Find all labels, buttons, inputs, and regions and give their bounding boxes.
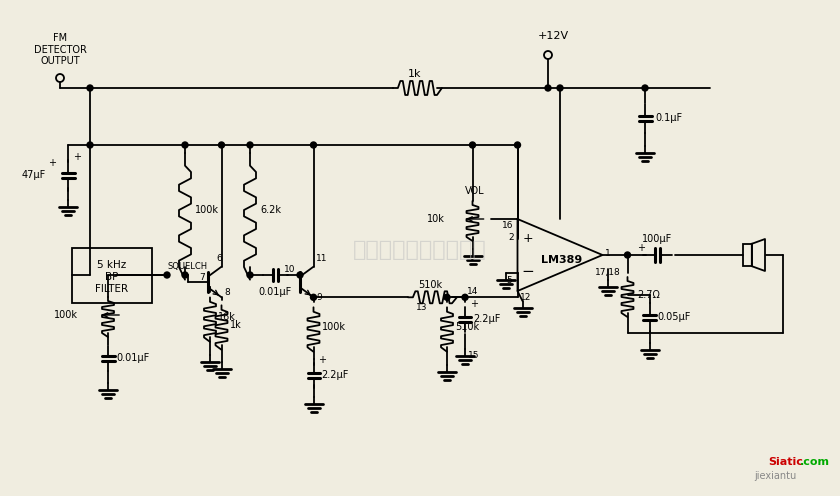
Text: 9: 9 xyxy=(317,293,323,302)
Text: SQUELCH: SQUELCH xyxy=(168,261,208,270)
Text: 16: 16 xyxy=(502,221,513,230)
Text: +12V: +12V xyxy=(538,31,569,41)
Text: 10: 10 xyxy=(284,265,295,274)
Circle shape xyxy=(247,142,253,148)
Text: 13: 13 xyxy=(416,303,427,312)
Circle shape xyxy=(470,142,475,148)
Text: BP: BP xyxy=(105,272,118,282)
Text: 2.2μF: 2.2μF xyxy=(473,314,501,324)
Circle shape xyxy=(164,272,170,278)
Text: +: + xyxy=(522,233,533,246)
Text: 12: 12 xyxy=(519,293,531,302)
Text: 100k: 100k xyxy=(195,205,219,215)
Text: 7: 7 xyxy=(199,273,205,283)
Text: +: + xyxy=(637,243,645,253)
Text: −: − xyxy=(521,264,534,280)
Text: 杭州将睿科技有限公司: 杭州将睿科技有限公司 xyxy=(353,240,487,260)
Text: 1k: 1k xyxy=(408,69,422,79)
Text: 15: 15 xyxy=(468,351,480,360)
Text: 2.2μF: 2.2μF xyxy=(322,371,349,380)
Circle shape xyxy=(182,142,188,148)
Text: 5 kHz: 5 kHz xyxy=(97,260,127,270)
Circle shape xyxy=(545,85,551,91)
Text: Siatic: Siatic xyxy=(768,457,803,467)
Circle shape xyxy=(87,85,93,91)
Circle shape xyxy=(557,85,563,91)
Text: 47μF: 47μF xyxy=(22,170,46,180)
Text: 2: 2 xyxy=(508,233,513,242)
Circle shape xyxy=(218,142,224,148)
Text: 5: 5 xyxy=(507,276,512,285)
Circle shape xyxy=(311,142,317,148)
Circle shape xyxy=(311,294,317,300)
Text: +: + xyxy=(48,158,56,168)
Text: 11: 11 xyxy=(316,254,327,263)
Text: 2.7Ω: 2.7Ω xyxy=(638,290,660,300)
Circle shape xyxy=(444,294,450,300)
Circle shape xyxy=(297,272,303,278)
Text: 14: 14 xyxy=(467,287,478,296)
Circle shape xyxy=(514,142,521,148)
Text: 0.05μF: 0.05μF xyxy=(658,312,690,322)
Circle shape xyxy=(247,272,253,278)
Text: VOL: VOL xyxy=(465,186,485,196)
Text: 1: 1 xyxy=(605,248,610,257)
Circle shape xyxy=(642,85,648,91)
Text: LM389: LM389 xyxy=(541,255,583,265)
Text: 10k: 10k xyxy=(427,214,444,224)
Circle shape xyxy=(182,272,188,278)
Text: FM
DETECTOR
OUTPUT: FM DETECTOR OUTPUT xyxy=(34,33,87,66)
Text: jiexiantu: jiexiantu xyxy=(753,471,796,481)
Text: 0.1μF: 0.1μF xyxy=(655,113,682,123)
Text: 100μF: 100μF xyxy=(643,234,673,244)
Text: +: + xyxy=(73,151,81,162)
Text: +: + xyxy=(470,299,478,309)
Text: FILTER: FILTER xyxy=(96,284,129,294)
Text: .com: .com xyxy=(800,457,830,467)
Text: 8: 8 xyxy=(224,288,230,297)
Circle shape xyxy=(462,294,468,300)
Circle shape xyxy=(87,142,93,148)
Text: 100k: 100k xyxy=(322,322,345,332)
Bar xyxy=(743,244,752,266)
Text: 100k: 100k xyxy=(54,310,78,320)
Text: 510k: 510k xyxy=(455,322,479,332)
Text: 0.01μF: 0.01μF xyxy=(259,287,291,297)
Text: 17,18: 17,18 xyxy=(595,268,620,277)
Text: 6: 6 xyxy=(217,254,223,263)
Text: 510k: 510k xyxy=(418,280,442,290)
Text: 1k: 1k xyxy=(229,320,241,330)
Circle shape xyxy=(624,252,631,258)
Text: +: + xyxy=(318,355,327,365)
Text: 16k: 16k xyxy=(218,312,236,322)
Text: 6.2k: 6.2k xyxy=(260,205,281,215)
Bar xyxy=(72,248,152,303)
Text: 0.01μF: 0.01μF xyxy=(116,353,150,363)
